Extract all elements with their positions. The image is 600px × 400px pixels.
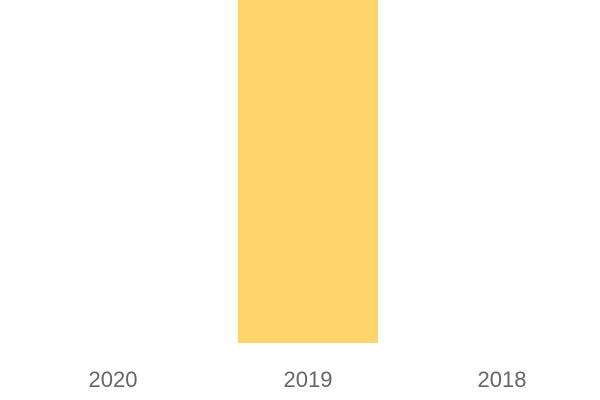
x-tick-label: 2018 [478, 367, 527, 392]
x-tick-label: 2020 [89, 367, 138, 392]
x-tick-label: 2019 [284, 367, 333, 392]
bar-2019 [238, 0, 378, 343]
